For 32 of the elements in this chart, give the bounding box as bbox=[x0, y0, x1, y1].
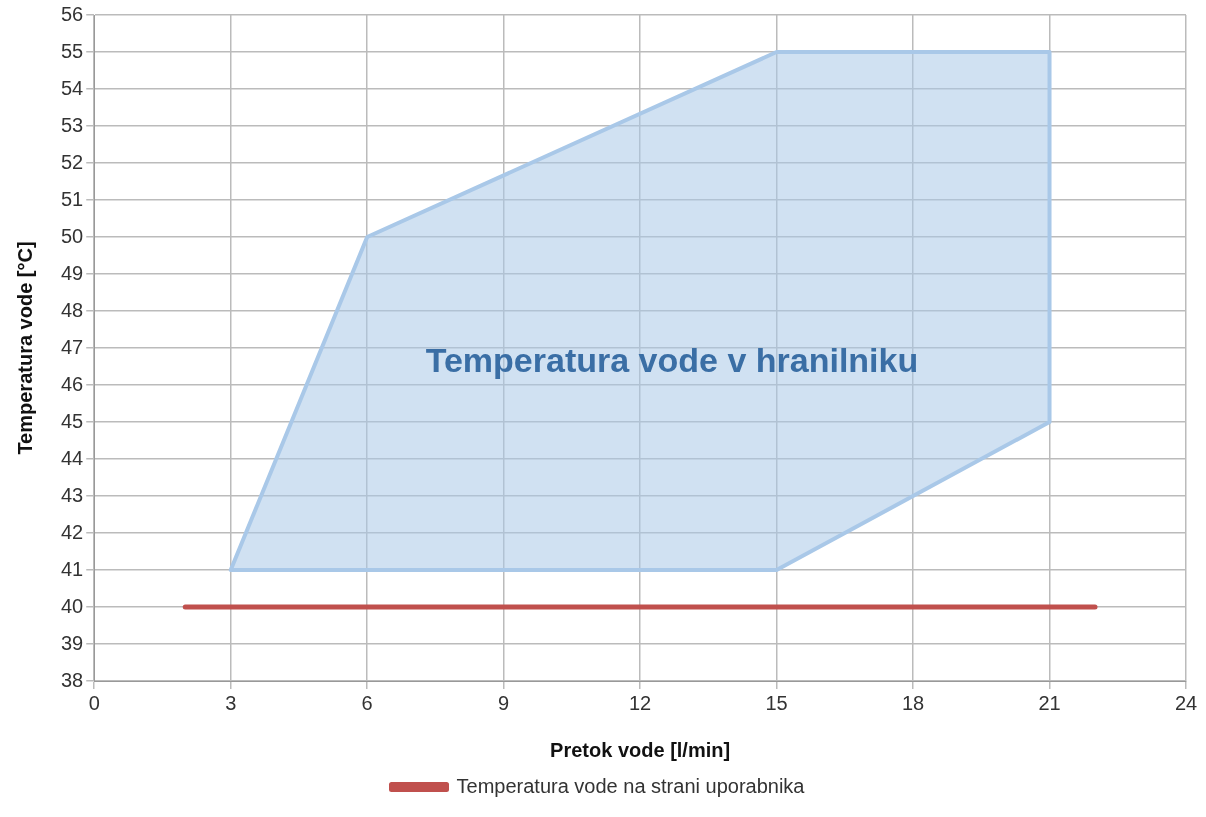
y-tick-label: 53 bbox=[61, 113, 84, 136]
y-tick-label: 48 bbox=[61, 298, 84, 321]
legend-label: Temperatura vode na strani uporabnika bbox=[456, 774, 806, 797]
y-tick-label: 47 bbox=[61, 335, 84, 358]
y-tick-label: 54 bbox=[61, 76, 84, 99]
series-label: Temperatura vode v hranilniku bbox=[425, 341, 919, 380]
y-tick-label: 43 bbox=[61, 483, 84, 506]
y-axis-title: Temperatura vode [°C] bbox=[13, 241, 36, 455]
y-tick-label: 42 bbox=[61, 520, 84, 543]
x-tick-label: 21 bbox=[1038, 691, 1061, 714]
y-tick-label: 38 bbox=[61, 668, 84, 691]
y-tick-label: 49 bbox=[61, 261, 84, 284]
x-tick-label: 3 bbox=[225, 691, 237, 714]
y-tick-label: 40 bbox=[61, 594, 84, 617]
x-tick-label: 24 bbox=[1174, 691, 1198, 714]
x-tick-label: 18 bbox=[901, 691, 925, 714]
y-tick-label: 56 bbox=[61, 2, 84, 25]
y-tick-label: 55 bbox=[61, 39, 84, 62]
x-tick-label: 12 bbox=[629, 691, 652, 714]
y-tick-label: 44 bbox=[61, 446, 84, 469]
x-tick-label: 0 bbox=[88, 691, 100, 714]
x-tick-label: 15 bbox=[765, 691, 788, 714]
y-tick-label: 39 bbox=[61, 631, 84, 654]
y-tick-label: 41 bbox=[61, 557, 84, 580]
x-tick-label: 6 bbox=[361, 691, 373, 714]
y-tick-label: 52 bbox=[61, 150, 84, 173]
y-tick-label: 46 bbox=[61, 372, 84, 395]
y-tick-label: 45 bbox=[61, 409, 84, 432]
x-tick-label: 9 bbox=[498, 691, 510, 714]
x-axis-title: Pretok vode [l/min] bbox=[550, 738, 731, 761]
y-tick-label: 50 bbox=[61, 224, 84, 247]
y-tick-label: 51 bbox=[61, 187, 84, 210]
